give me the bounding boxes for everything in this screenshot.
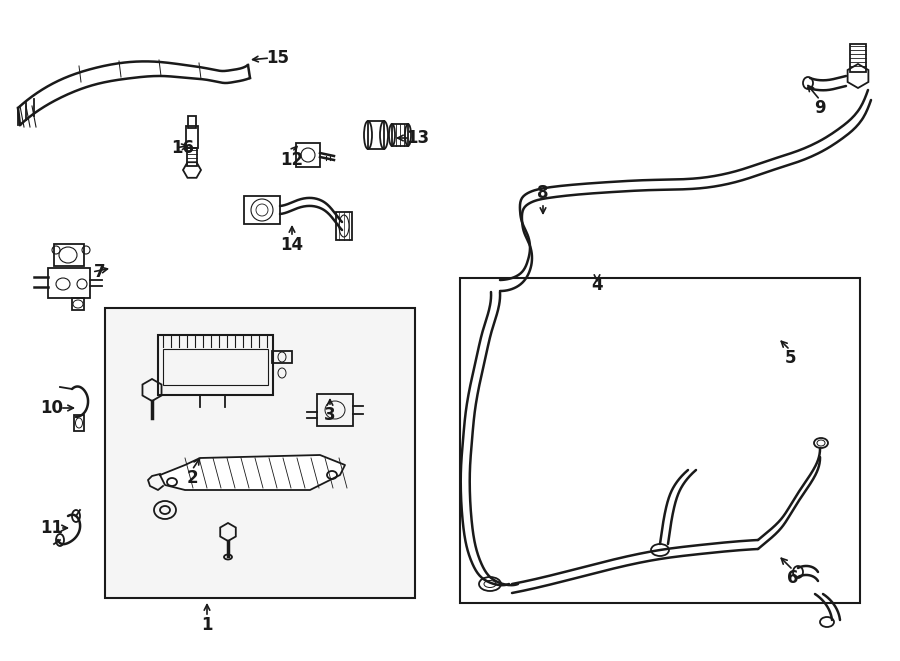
- Text: 14: 14: [281, 236, 303, 254]
- Bar: [74, 415, 84, 431]
- Text: 8: 8: [537, 184, 549, 202]
- Bar: [317, 394, 353, 426]
- Bar: [72, 298, 84, 310]
- Polygon shape: [160, 455, 345, 490]
- Bar: [392, 124, 408, 146]
- Bar: [187, 148, 197, 166]
- Text: 5: 5: [784, 349, 796, 367]
- Text: 13: 13: [407, 129, 429, 147]
- Bar: [272, 351, 292, 363]
- Bar: [188, 116, 196, 128]
- Text: 12: 12: [281, 151, 303, 169]
- Bar: [158, 335, 273, 395]
- Bar: [460, 278, 860, 603]
- Bar: [105, 308, 415, 598]
- Bar: [296, 143, 320, 167]
- Bar: [368, 121, 384, 149]
- Text: 7: 7: [94, 263, 106, 281]
- Bar: [336, 212, 352, 240]
- Text: 11: 11: [40, 519, 64, 537]
- Bar: [850, 44, 866, 72]
- Text: 10: 10: [40, 399, 64, 417]
- Text: 16: 16: [172, 139, 194, 157]
- Text: 4: 4: [591, 276, 603, 294]
- Text: 1: 1: [202, 616, 212, 634]
- Text: 6: 6: [788, 569, 799, 587]
- Text: 15: 15: [266, 49, 290, 67]
- Bar: [54, 244, 84, 266]
- Text: 3: 3: [324, 406, 336, 424]
- Bar: [163, 349, 268, 385]
- Text: 9: 9: [814, 99, 826, 117]
- Bar: [186, 126, 198, 148]
- Bar: [244, 196, 280, 224]
- Bar: [48, 268, 90, 298]
- Text: 2: 2: [186, 469, 198, 487]
